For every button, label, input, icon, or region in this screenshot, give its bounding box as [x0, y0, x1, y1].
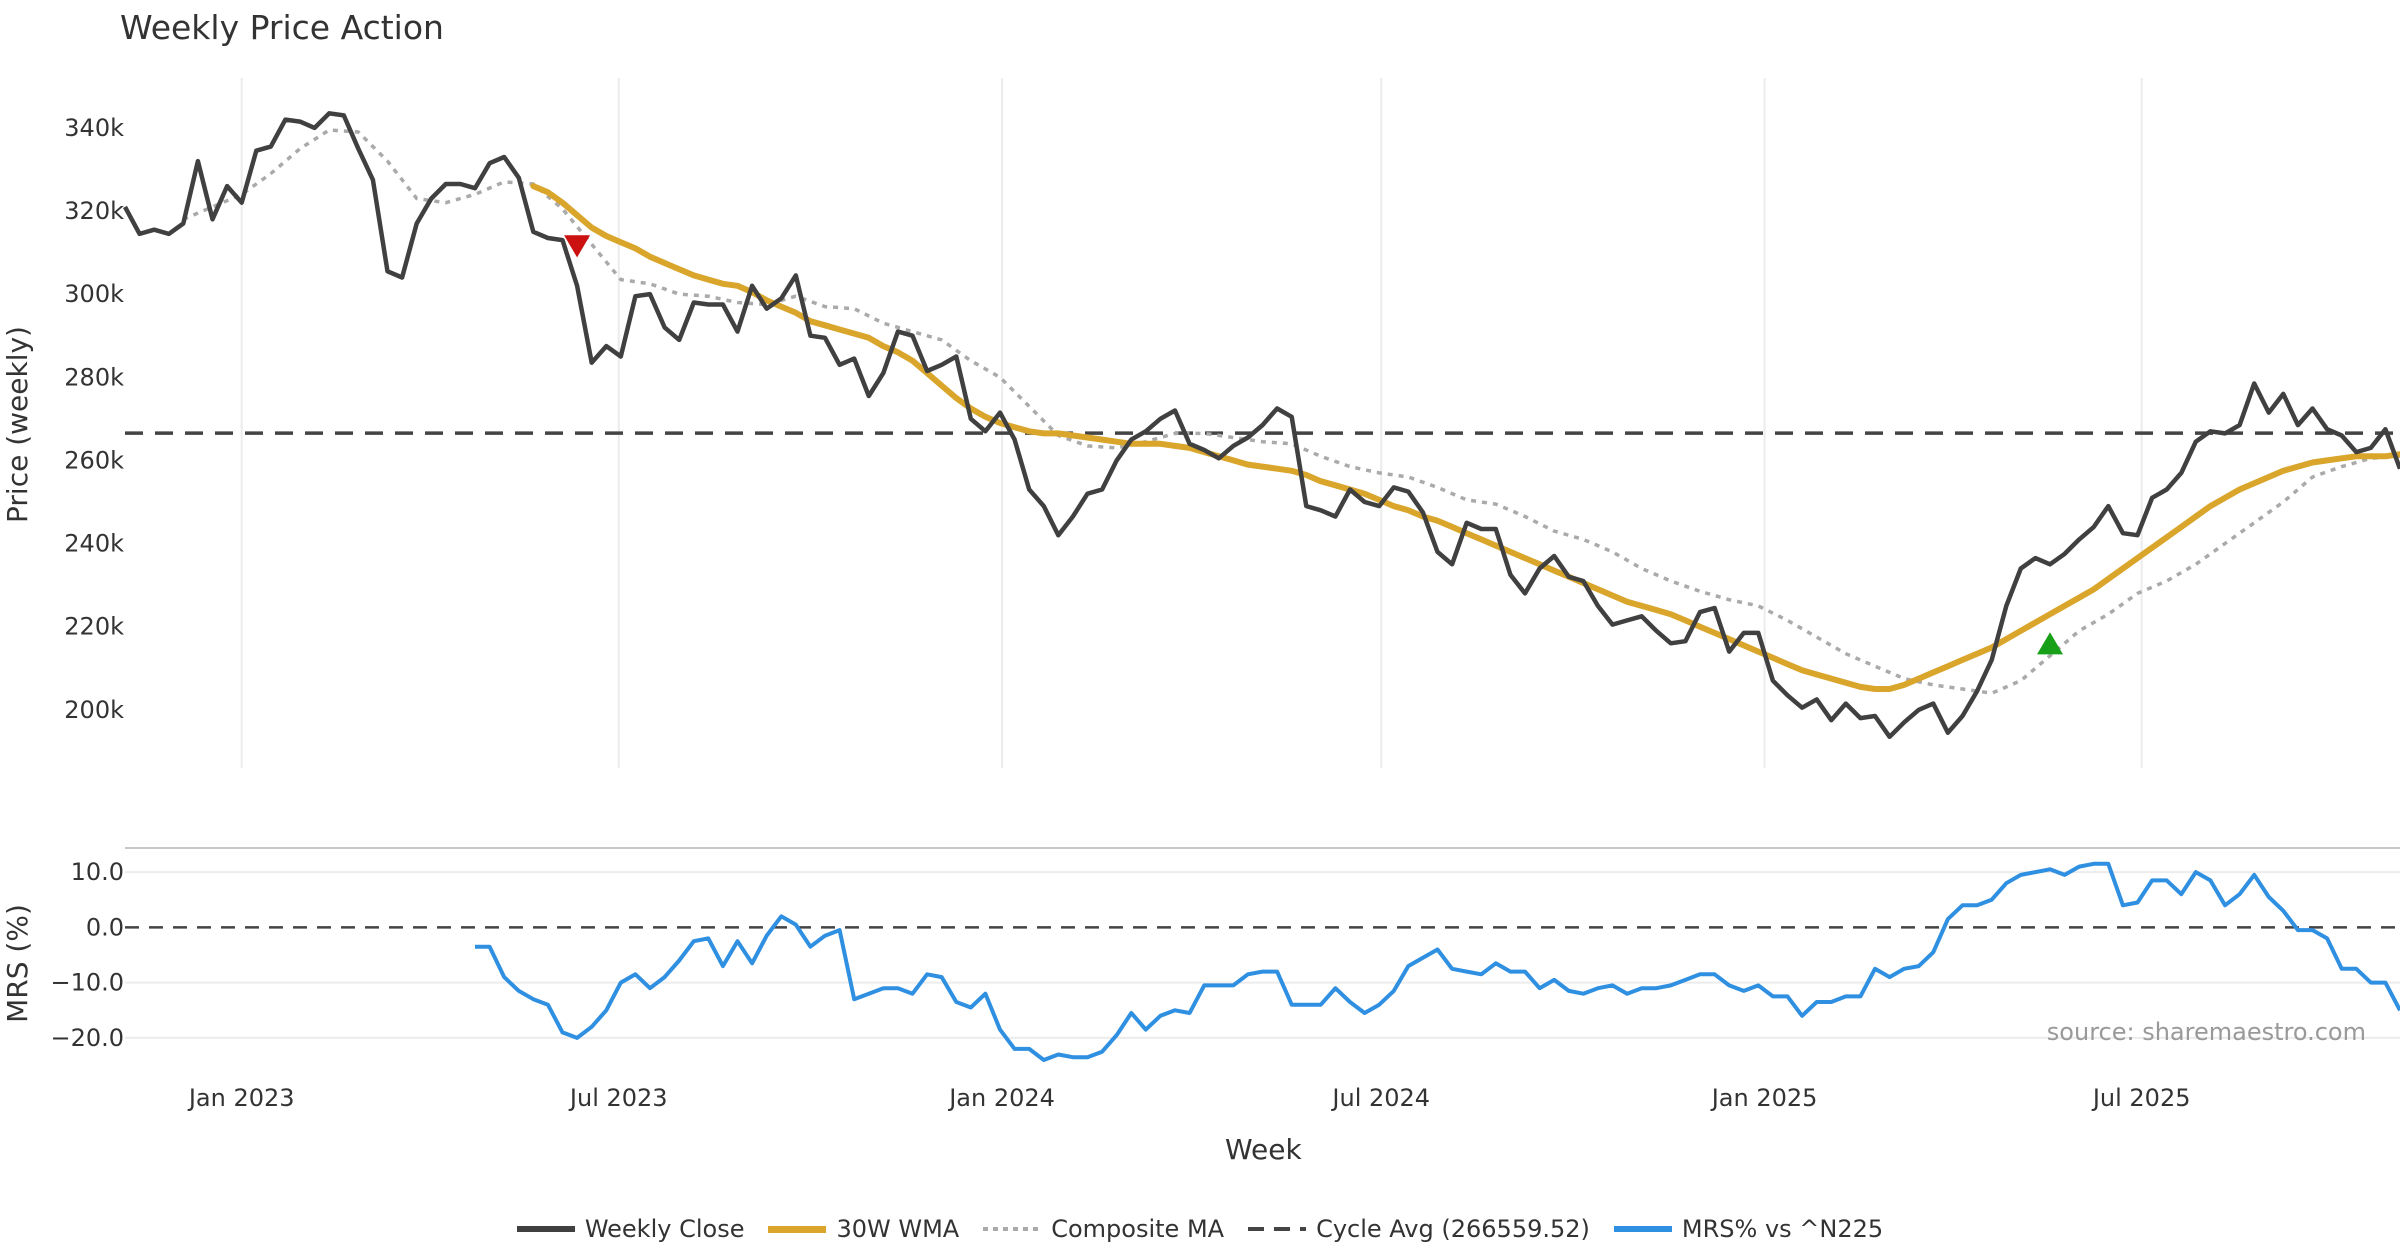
buy-signal-marker	[2037, 632, 2063, 655]
legend-swatch-cycle	[1248, 1227, 1307, 1231]
x-tick-label: Jan 2024	[947, 1084, 1055, 1112]
chart-title: Weekly Price Action	[120, 8, 444, 47]
reference-lines	[125, 431, 2400, 929]
legend-label-close: Weekly Close	[584, 1215, 745, 1243]
legend-item-composite: Composite MA	[983, 1215, 1224, 1243]
legend-item-mrs: MRS% vs ^N225	[1613, 1215, 1884, 1243]
weekly-close-line	[123, 111, 2400, 740]
price-tick-label: 220k	[64, 613, 124, 641]
x-tick-label: Jan 2023	[187, 1084, 295, 1112]
legend-label-cycle: Cycle Avg (266559.52)	[1316, 1215, 1590, 1243]
price-axis-label: Price (weekly)	[0, 325, 34, 523]
legend-swatch-wma	[768, 1225, 827, 1233]
sell-signal-marker	[564, 235, 591, 258]
x-tick-label: Jan 2025	[1710, 1084, 1818, 1112]
mrs-tick-label: −10.0	[50, 969, 124, 997]
mrs-tick-label: 0.0	[86, 913, 124, 941]
legend-item-wma: 30W WMA	[768, 1215, 959, 1243]
price-tick-label: 260k	[64, 446, 124, 474]
price-tick-label: 240k	[64, 530, 124, 558]
mrs-tick-label: −20.0	[50, 1024, 124, 1052]
source-note: source: sharemaestro.com	[2046, 1018, 2366, 1046]
legend-label-composite: Composite MA	[1051, 1215, 1225, 1243]
wma-30w-line	[530, 183, 2400, 692]
legend-swatch-composite	[983, 1227, 1042, 1231]
marker-layer	[564, 235, 2063, 655]
legend-label-mrs: MRS% vs ^N225	[1681, 1215, 1884, 1243]
legend-item-close: Weekly Close	[516, 1215, 745, 1243]
legend-swatch-mrs	[1613, 1226, 1672, 1232]
price-tick-label: 280k	[64, 363, 124, 391]
legend-swatch-close	[516, 1226, 575, 1232]
composite-ma-line	[182, 128, 2400, 695]
price-tick-label: 320k	[64, 197, 124, 225]
series-layer	[123, 111, 2400, 1062]
legend: Weekly Close 30W WMA Composite MA Cycle …	[0, 1205, 2400, 1253]
x-tick-label: Jul 2025	[2091, 1084, 2191, 1112]
price-tick-label: 200k	[64, 696, 124, 724]
mrs-line	[475, 861, 2400, 1062]
legend-label-wma: 30W WMA	[836, 1215, 960, 1243]
x-axis-label: Week	[1225, 1133, 1302, 1166]
legend-item-cycle: Cycle Avg (266559.52)	[1248, 1215, 1590, 1243]
mrs-axis-label: MRS (%)	[0, 903, 34, 1023]
x-tick-label: Jul 2023	[568, 1084, 668, 1112]
mrs-tick-label: 10.0	[71, 858, 124, 886]
x-tick-label: Jul 2024	[1330, 1084, 1430, 1112]
axis-labels: Jan 2023 Jul 2023 Jan 2024 Jul 2024 Jan 2025…	[50, 114, 2190, 1112]
price-tick-label: 300k	[64, 280, 124, 308]
price-tick-label: 340k	[64, 114, 124, 142]
